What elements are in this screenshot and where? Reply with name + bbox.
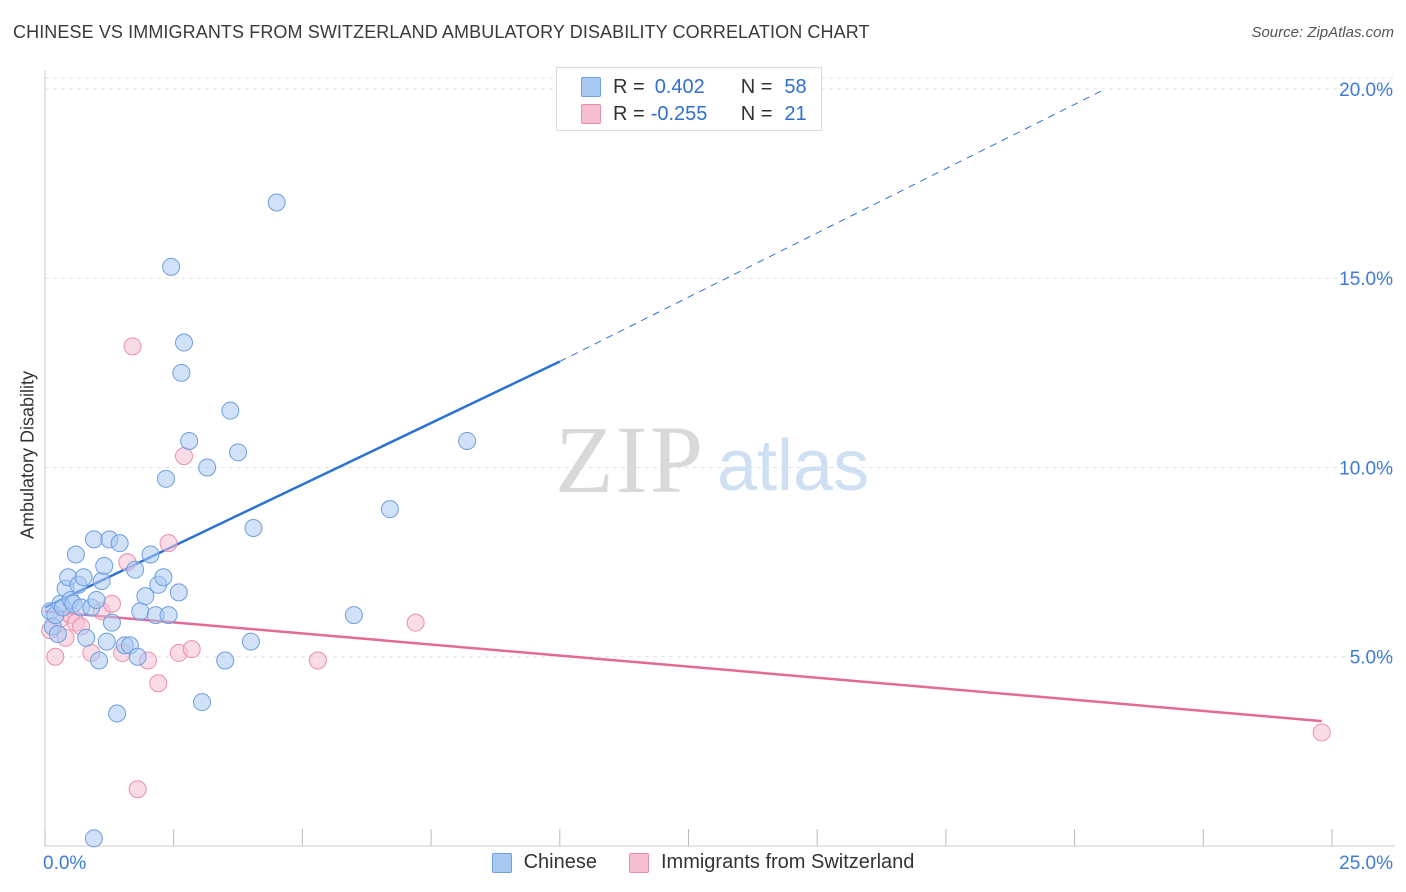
- legend-r-label: R =: [613, 75, 645, 98]
- data-point-chinese: [128, 647, 147, 666]
- data-point-chinese: [90, 651, 109, 670]
- watermark: ZIP atlas: [555, 406, 869, 513]
- data-point-chinese: [95, 556, 114, 575]
- data-points: [41, 193, 1331, 848]
- series-legend-swiss[interactable]: Immigrants from Switzerland: [628, 851, 915, 874]
- data-point-swiss: [174, 447, 193, 466]
- chart-title: CHINESE VS IMMIGRANTS FROM SWITZERLAND A…: [13, 22, 870, 42]
- data-point-chinese: [174, 333, 193, 352]
- data-point-chinese: [126, 560, 145, 579]
- y-tick-label: 5.0%: [1350, 648, 1393, 669]
- data-point-chinese: [92, 572, 111, 591]
- legend-r-label: R =: [613, 102, 645, 125]
- grid-lines: [45, 77, 1395, 658]
- data-point-chinese: [193, 693, 212, 712]
- chart-source: Source: ZipAtlas.com: [1251, 24, 1394, 41]
- x-tick-label: 25.0%: [1339, 853, 1393, 874]
- data-point-chinese: [156, 469, 175, 488]
- x-tick-label: 0.0%: [43, 853, 86, 874]
- data-point-swiss: [308, 651, 327, 670]
- data-point-swiss: [102, 594, 121, 613]
- trend-line-chinese-extension: [559, 88, 1106, 362]
- data-point-chinese: [216, 651, 235, 670]
- trend-line-swiss: [44, 610, 1322, 723]
- data-point-chinese: [229, 443, 248, 462]
- data-point-chinese: [136, 587, 155, 606]
- watermark-zip: ZIP: [555, 406, 705, 513]
- y-tick-label: 15.0%: [1339, 269, 1393, 290]
- data-point-chinese: [108, 704, 127, 723]
- data-point-chinese: [84, 530, 103, 549]
- series-legend-chinese[interactable]: Chinese: [491, 851, 597, 874]
- data-point-chinese: [74, 568, 93, 587]
- data-point-chinese: [244, 519, 263, 538]
- data-point-swiss: [1312, 723, 1331, 742]
- data-point-chinese: [198, 458, 217, 477]
- data-point-swiss: [406, 613, 425, 632]
- y-axis-title: Ambulatory Disability: [17, 370, 38, 540]
- data-point-chinese: [154, 568, 173, 587]
- data-point-swiss: [128, 780, 147, 799]
- data-point-chinese: [267, 193, 286, 212]
- data-point-swiss: [46, 647, 65, 666]
- series-legend: Chinese Immigrants from Switzerland: [0, 851, 1406, 874]
- data-point-chinese: [159, 606, 178, 625]
- data-point-chinese: [169, 583, 188, 602]
- legend-n-label: N =: [740, 75, 773, 98]
- legend-row-swiss: R = -0.255 N = 21: [581, 101, 807, 127]
- data-point-chinese: [84, 829, 103, 848]
- data-point-chinese: [131, 602, 150, 621]
- stats-legend: R = 0.402 N = 58 R = -0.255 N = 21: [556, 67, 822, 131]
- data-point-chinese: [66, 545, 85, 564]
- data-point-chinese: [48, 625, 67, 644]
- data-point-chinese: [110, 534, 129, 553]
- data-point-swiss: [182, 640, 201, 659]
- data-point-chinese: [141, 545, 160, 564]
- trend-line-chinese: [44, 360, 561, 609]
- data-point-chinese: [97, 632, 116, 651]
- legend-r-value: 0.402: [654, 75, 705, 98]
- watermark-atlas: atlas: [717, 426, 869, 506]
- series-swatch-swiss: [628, 852, 649, 873]
- data-point-chinese: [221, 401, 240, 420]
- series-label-swiss: Immigrants from Switzerland: [660, 851, 915, 873]
- tick-labels: 5.0% 10.0% 15.0% 20.0% 0.0% 25.0%: [43, 80, 1393, 874]
- data-point-chinese: [87, 590, 106, 609]
- y-tick-label: 20.0%: [1339, 80, 1393, 101]
- data-point-swiss: [149, 674, 168, 693]
- data-point-chinese: [102, 613, 121, 632]
- legend-r-value: -0.255: [650, 102, 708, 125]
- data-point-chinese: [180, 431, 199, 450]
- y-tick-label: 10.0%: [1339, 458, 1393, 479]
- legend-row-chinese: R = 0.402 N = 58: [581, 74, 807, 100]
- data-point-swiss: [159, 534, 178, 553]
- data-point-chinese: [162, 257, 181, 276]
- data-point-chinese: [458, 431, 477, 450]
- legend-n-label: N =: [740, 102, 773, 125]
- data-point-chinese: [77, 628, 96, 647]
- data-point-chinese: [344, 606, 363, 625]
- series-label-chinese: Chinese: [523, 851, 597, 873]
- legend-swatch-swiss: [581, 104, 601, 124]
- data-point-chinese: [241, 632, 260, 651]
- data-point-swiss: [123, 337, 142, 356]
- legend-n-value: 21: [784, 102, 807, 125]
- data-point-chinese: [380, 500, 399, 519]
- axes: [44, 70, 1395, 847]
- series-swatch-chinese: [491, 852, 512, 873]
- legend-n-value: 58: [784, 75, 807, 98]
- data-point-chinese: [172, 363, 191, 382]
- legend-swatch-chinese: [581, 77, 601, 97]
